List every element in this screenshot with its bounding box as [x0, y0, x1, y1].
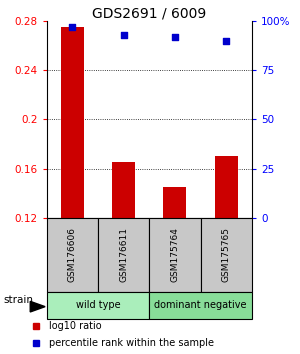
Text: percentile rank within the sample: percentile rank within the sample [49, 338, 214, 348]
Bar [149, 292, 252, 319]
Title: GDS2691 / 6009: GDS2691 / 6009 [92, 6, 206, 20]
Point [70, 24, 75, 30]
Bar [201, 218, 252, 292]
Bar [215, 156, 238, 218]
Polygon shape [30, 301, 45, 312]
Text: GSM175764: GSM175764 [170, 227, 179, 282]
Bar [164, 187, 187, 218]
Point [172, 34, 177, 40]
Bar [112, 162, 135, 218]
Text: strain: strain [4, 295, 34, 305]
Point [121, 32, 126, 38]
Point [224, 38, 229, 44]
Bar [149, 218, 201, 292]
Bar [46, 218, 98, 292]
Bar [61, 27, 84, 218]
Text: GSM175765: GSM175765 [222, 227, 231, 282]
Text: wild type: wild type [76, 300, 120, 310]
Text: GSM176611: GSM176611 [119, 227, 128, 282]
Text: log10 ratio: log10 ratio [49, 321, 102, 331]
Text: dominant negative: dominant negative [154, 300, 247, 310]
Text: GSM176606: GSM176606 [68, 227, 77, 282]
Bar [46, 292, 149, 319]
Bar [98, 218, 149, 292]
